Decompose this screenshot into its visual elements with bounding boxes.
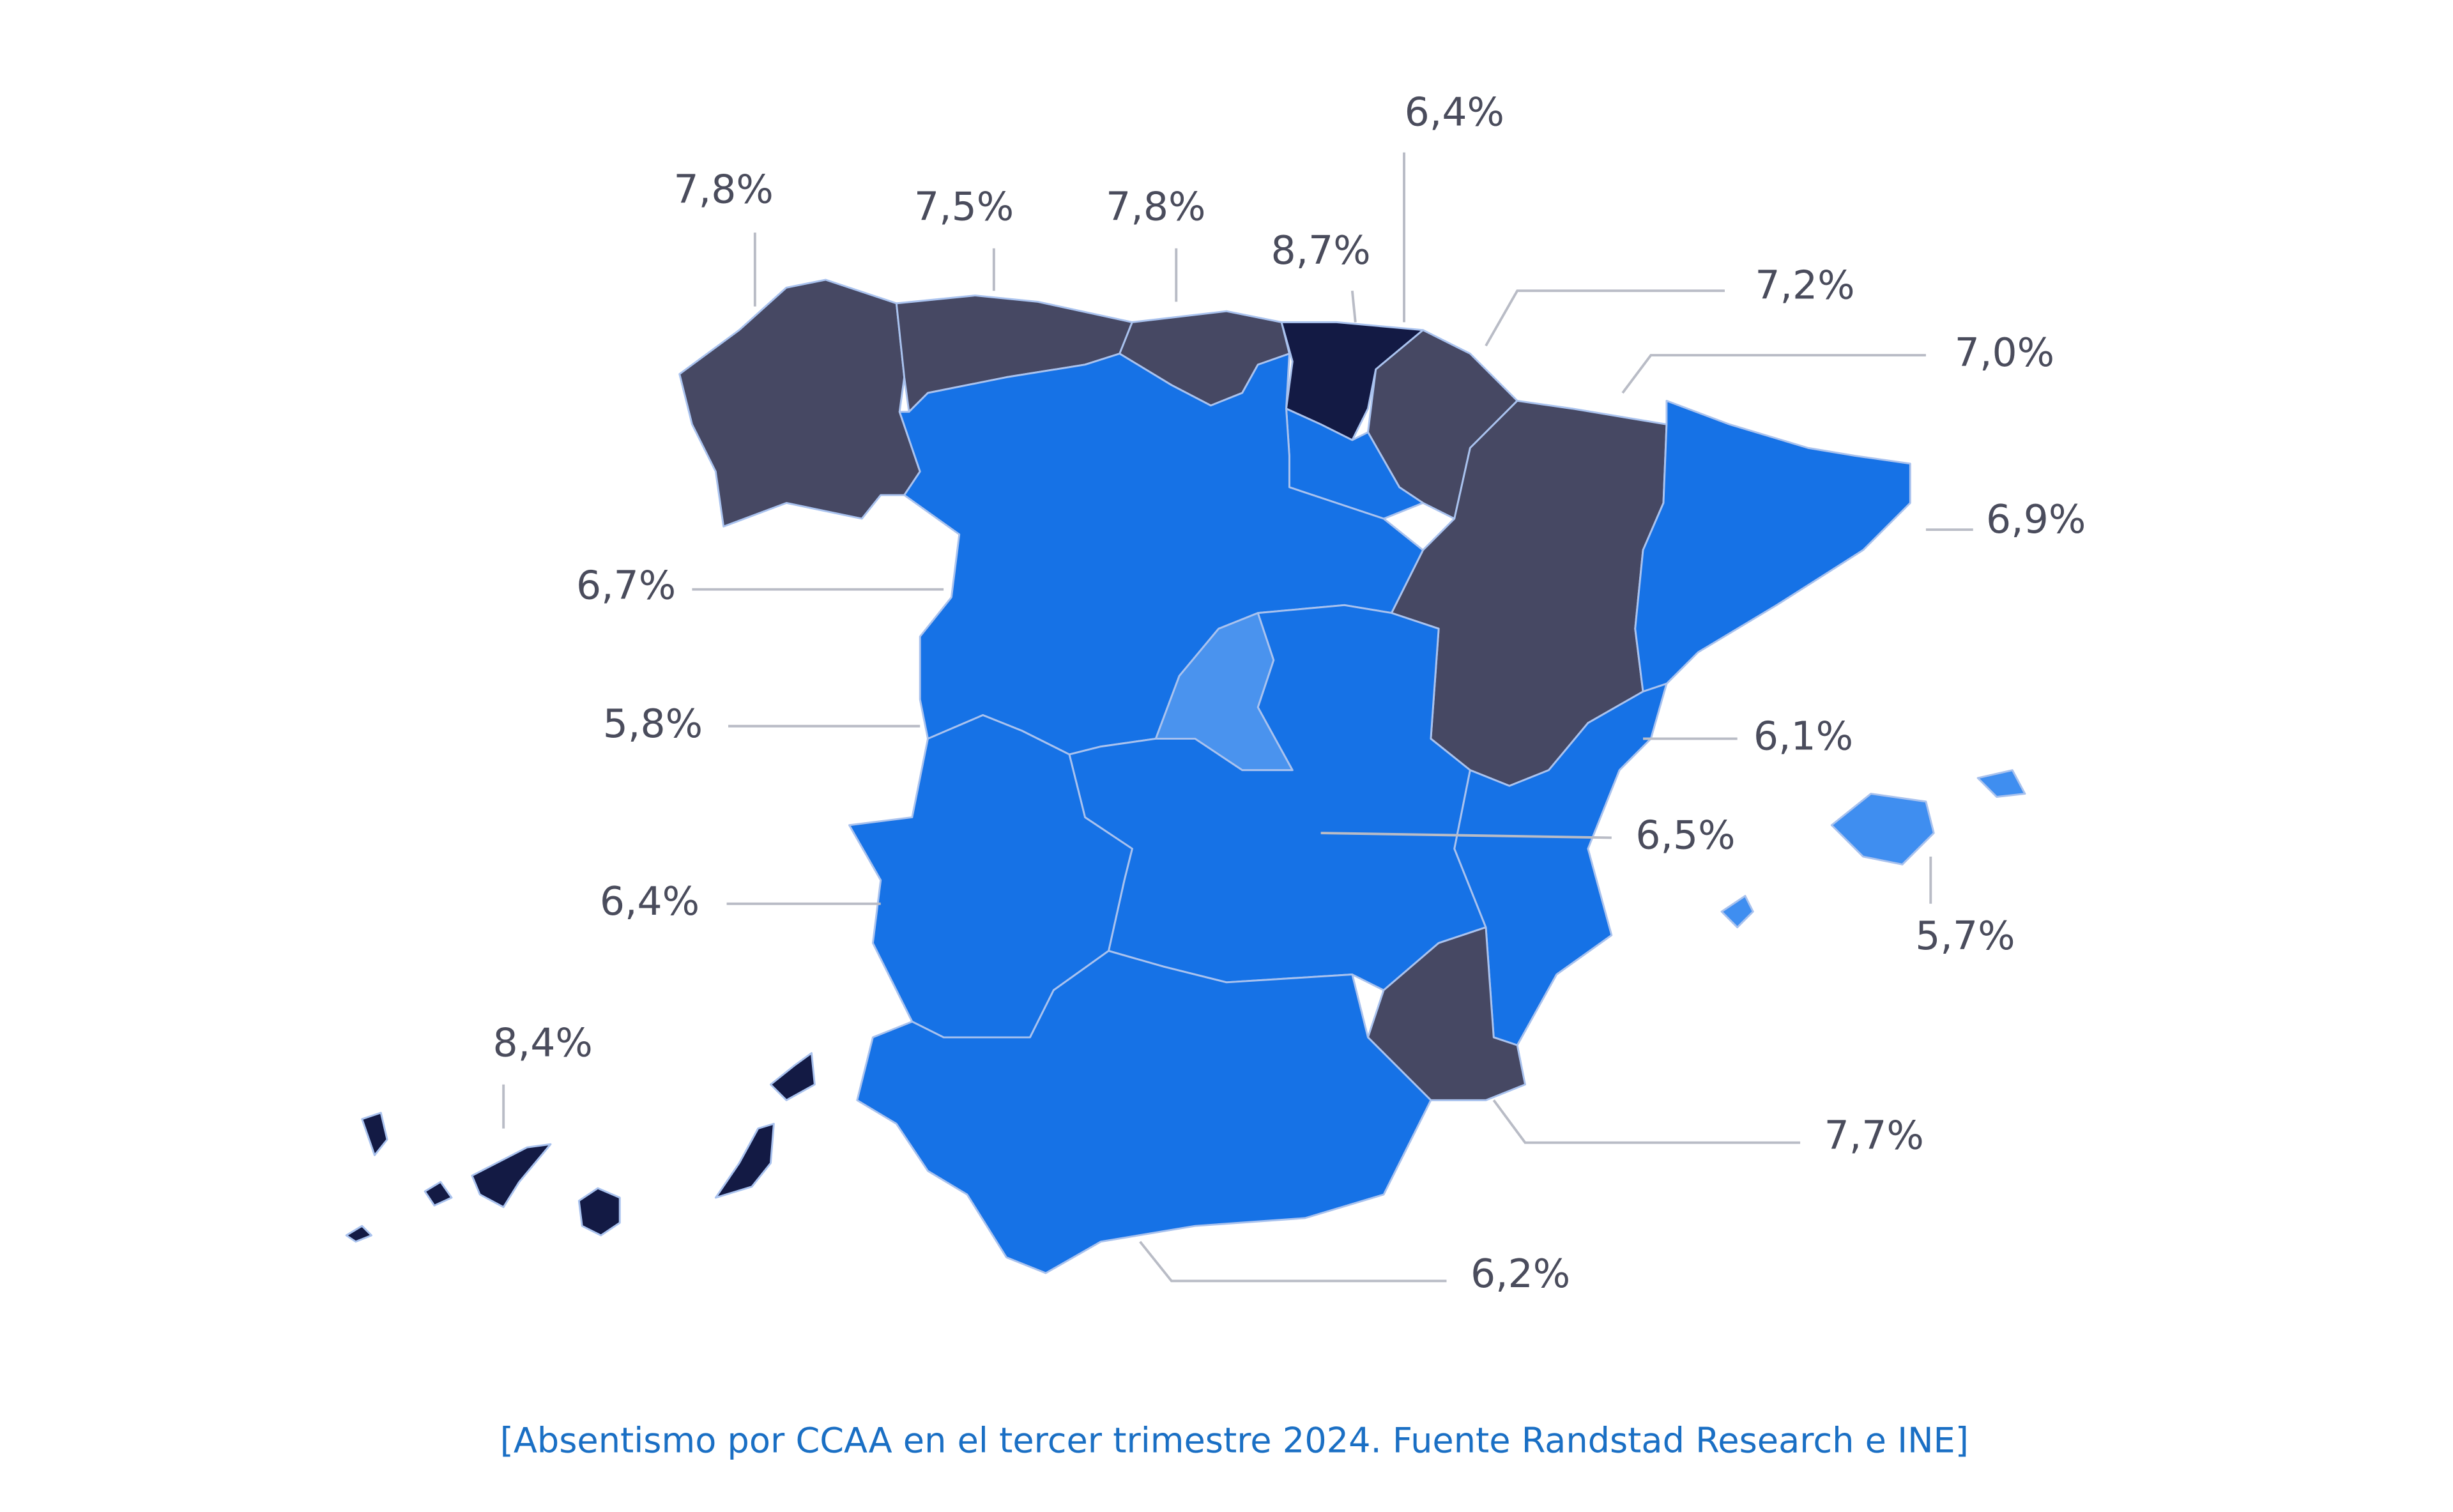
region (678, 279, 921, 528)
leader-line (1485, 289, 1725, 347)
regions (345, 279, 2026, 1274)
region (345, 1052, 816, 1243)
value-label: 7,5% (914, 183, 1014, 229)
value-label: 7,0% (1955, 330, 2054, 376)
leader-line (1621, 354, 1926, 394)
value-label: 6,7% (576, 562, 676, 608)
region (856, 950, 1432, 1274)
value-label: 7,2% (1755, 262, 1854, 308)
leader-line (1350, 290, 1357, 323)
leader-line (1320, 832, 1612, 839)
leader-line (1492, 1099, 1801, 1144)
value-label: 6,5% (1635, 813, 1735, 859)
value-label: 6,9% (1986, 496, 2086, 542)
region (1634, 399, 1911, 693)
caption: [Absentismo por CCAA en el tercer trimes… (500, 1420, 1969, 1460)
value-label: 5,7% (1915, 913, 2015, 959)
value-label: 7,7% (1824, 1112, 1924, 1158)
value-label: 8,7% (1271, 227, 1371, 273)
region (1720, 769, 2026, 929)
value-label: 8,4% (493, 1019, 593, 1065)
value-label: 7,8% (1106, 183, 1205, 229)
value-label: 6,4% (600, 878, 699, 924)
value-label: 7,8% (674, 166, 774, 212)
region (1366, 926, 1526, 1101)
region (1366, 329, 1518, 520)
region (1280, 321, 1425, 441)
value-label: 5,8% (603, 701, 703, 747)
value-label: 6,1% (1754, 714, 1853, 760)
labels: 7,8% 7,5% 7,8% 8,7% 7,2% 6,4% 7,0% 6,9% 6,7% 5,8%… (493, 89, 2086, 1297)
value-label: 6,2% (1471, 1251, 1570, 1297)
value-label: 6,4% (1405, 89, 1504, 135)
leader-line (1139, 1241, 1447, 1283)
